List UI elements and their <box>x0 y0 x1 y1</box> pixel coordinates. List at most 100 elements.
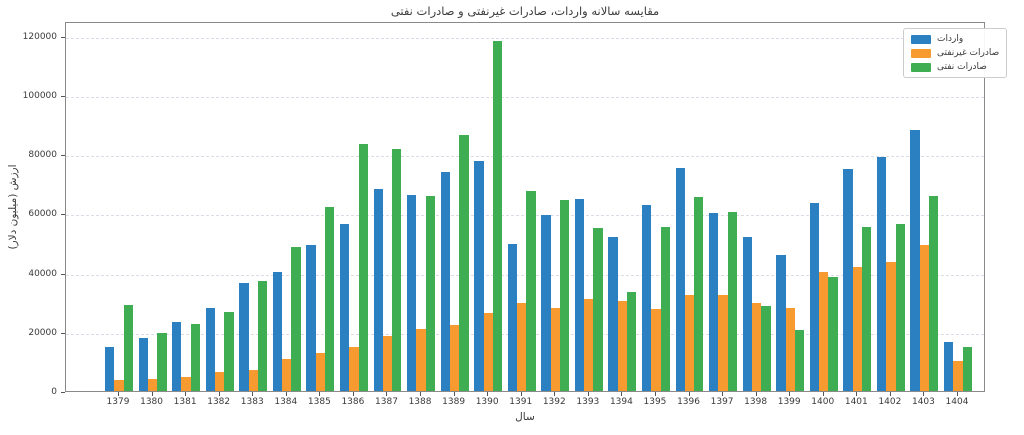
bar-1402-series-2 <box>895 223 905 391</box>
bar-1383-series-1 <box>248 369 258 391</box>
x-tick-mark <box>957 392 958 396</box>
bar-1393-series-1 <box>584 299 594 391</box>
bar-1404-series-2 <box>962 347 972 391</box>
bar-1379-series-2 <box>123 305 133 391</box>
bar-1388-series-0 <box>407 194 417 391</box>
x-tick-label: 1392 <box>542 397 566 407</box>
bar-1391-series-0 <box>507 244 518 391</box>
x-tick-mark <box>151 392 153 396</box>
x-tick-mark <box>722 392 724 396</box>
bar-1395-series-1 <box>651 309 661 391</box>
x-tick-label: 1399 <box>777 397 801 407</box>
bar-1401-series-2 <box>861 227 872 391</box>
x-tick-label: 1403 <box>911 397 935 407</box>
legend-label: واردات <box>937 34 964 44</box>
bar-1390-series-0 <box>474 161 484 391</box>
bar-1389-series-2 <box>459 134 469 391</box>
y-tick-label: 60000 <box>28 209 57 220</box>
x-tick-mark <box>889 392 891 396</box>
x-tick-mark <box>420 392 422 396</box>
bar-1382-series-2 <box>224 311 234 391</box>
bar-1402-series-1 <box>886 262 896 391</box>
bar-1400-series-2 <box>828 277 838 391</box>
bar-1384-series-1 <box>282 359 292 391</box>
bar-1385-series-0 <box>306 245 316 391</box>
bar-1397-series-2 <box>727 211 738 391</box>
bar-1387-series-0 <box>373 189 383 391</box>
y-tick-label: 80000 <box>28 150 57 161</box>
bar-1386-series-0 <box>339 224 350 391</box>
x-tick-label: 1388 <box>408 397 432 407</box>
bar-1392-series-1 <box>550 308 560 391</box>
x-tick-mark <box>755 392 757 396</box>
x-tick-mark <box>789 392 791 396</box>
x-tick-mark <box>352 392 354 396</box>
x-tick-label: 1400 <box>811 397 835 407</box>
y-tick-mark <box>61 36 65 38</box>
bar-1403-series-2 <box>929 196 939 391</box>
bar-1390-series-1 <box>483 312 493 391</box>
bar-1396-series-2 <box>694 196 704 391</box>
legend-label: صادرات غیرنفتی <box>937 48 1000 58</box>
y-tick-mark <box>61 392 65 393</box>
bar-1381-series-0 <box>172 322 182 391</box>
x-tick-label: 1397 <box>710 397 734 407</box>
bar-1382-series-1 <box>215 371 225 391</box>
bar-1400-series-1 <box>819 271 829 391</box>
bar-1379-series-1 <box>114 379 124 391</box>
x-tick-mark <box>621 392 623 396</box>
legend-item-2: صادرات نفتی <box>911 62 999 72</box>
x-tick-mark <box>688 392 690 396</box>
bar-1399-series-1 <box>785 308 795 391</box>
x-tick-mark <box>118 392 119 396</box>
bar-1379-series-0 <box>105 347 115 391</box>
x-tick-mark <box>185 392 187 396</box>
bar-1398-series-0 <box>742 237 752 391</box>
legend: واردات صادرات غیرنفتی صادرات نفتی <box>903 28 1007 78</box>
legend-item-1: صادرات غیرنفتی <box>911 48 999 58</box>
y-tick-label: 100000 <box>22 91 57 101</box>
x-tick-mark <box>218 392 220 396</box>
bar-1380-series-1 <box>147 378 158 391</box>
bar-1395-series-2 <box>660 227 670 391</box>
x-tick-label: 1383 <box>240 397 264 407</box>
bar-1381-series-2 <box>190 324 201 391</box>
bar-1388-series-2 <box>425 195 435 391</box>
bar-1380-series-0 <box>138 338 148 391</box>
bar-1386-series-2 <box>358 143 368 391</box>
x-tick-mark <box>654 392 656 396</box>
bar-1384-series-2 <box>291 247 301 391</box>
bar-1383-series-0 <box>239 283 249 391</box>
legend-swatch-icon <box>911 62 931 72</box>
y-tick-label: 20000 <box>28 327 57 338</box>
bar-1403-series-1 <box>919 245 930 391</box>
bar-1387-series-1 <box>382 336 393 391</box>
bar-1386-series-1 <box>349 346 359 391</box>
bar-1394-series-2 <box>627 291 637 391</box>
x-tick-label: 1401 <box>844 397 868 407</box>
bar-1383-series-2 <box>257 281 268 391</box>
x-tick-mark <box>285 392 287 396</box>
gridline <box>66 97 984 98</box>
y-tick-mark <box>61 332 65 334</box>
x-tick-mark <box>453 392 455 396</box>
legend-item-0: واردات <box>911 34 999 44</box>
x-tick-mark <box>822 392 824 396</box>
x-tick-label: 1393 <box>576 397 600 407</box>
y-tick-label: 120000 <box>22 31 57 42</box>
x-tick-mark <box>487 392 489 396</box>
x-tick-mark <box>386 392 388 396</box>
bar-1397-series-1 <box>718 294 728 391</box>
x-tick-label: 1398 <box>744 397 768 407</box>
bar-1398-series-2 <box>761 305 771 391</box>
bar-1398-series-1 <box>751 302 762 391</box>
x-tick-label: 1379 <box>106 397 130 407</box>
bar-1394-series-1 <box>617 301 628 391</box>
bar-1380-series-2 <box>157 333 167 391</box>
bar-1396-series-0 <box>675 168 685 391</box>
x-tick-mark <box>554 392 556 396</box>
x-tick-label: 1381 <box>173 397 197 407</box>
x-tick-mark <box>923 392 925 396</box>
y-tick-mark <box>61 96 65 97</box>
bar-1393-series-0 <box>574 198 585 391</box>
